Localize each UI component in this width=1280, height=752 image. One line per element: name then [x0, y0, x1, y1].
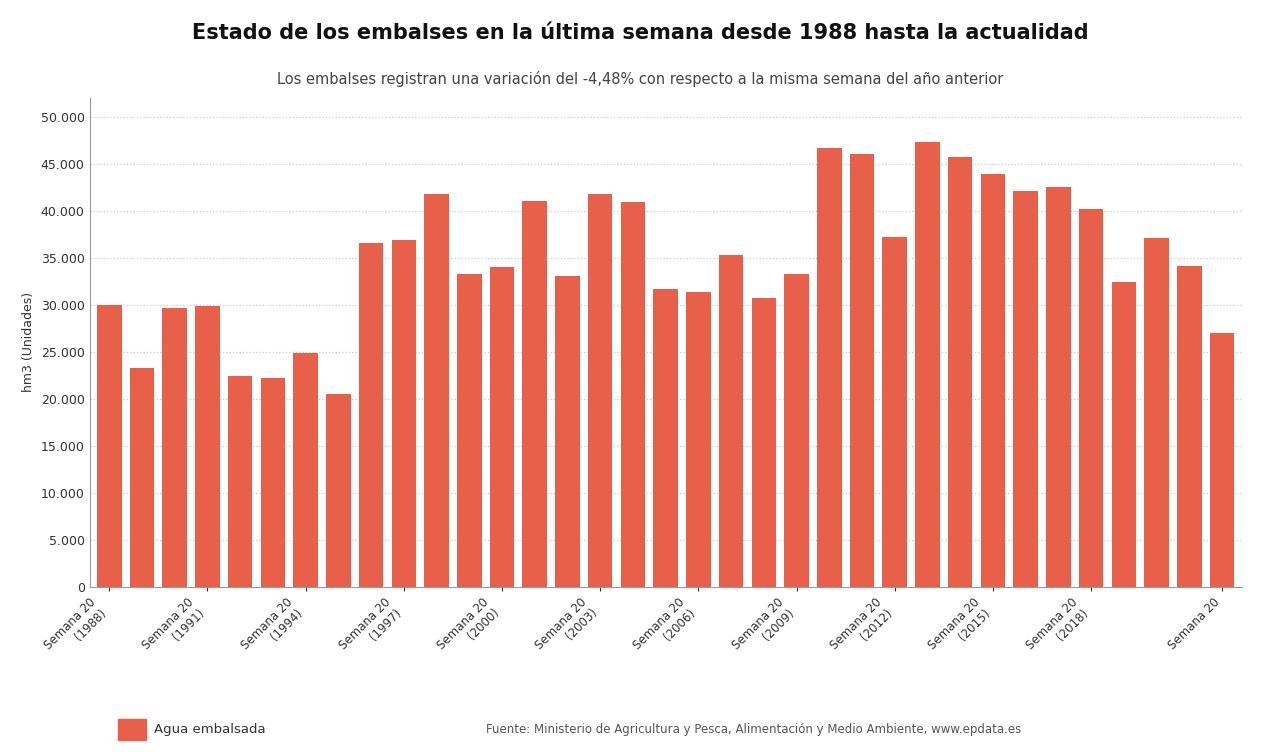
- Bar: [751, 298, 776, 587]
- Bar: [490, 267, 515, 587]
- Y-axis label: hm3 (Unidades): hm3 (Unidades): [22, 292, 35, 393]
- Bar: [719, 255, 744, 587]
- Bar: [817, 147, 841, 587]
- Bar: [653, 289, 678, 587]
- Text: Estado de los embalses en la última semana desde 1988 hasta la actualidad: Estado de los embalses en la última sema…: [192, 23, 1088, 43]
- Bar: [163, 308, 187, 587]
- Bar: [1144, 238, 1169, 587]
- Bar: [980, 174, 1005, 587]
- Bar: [293, 353, 317, 587]
- Bar: [1079, 208, 1103, 587]
- Bar: [1014, 191, 1038, 587]
- Bar: [228, 376, 252, 587]
- Text: Fuente: Ministerio de Agricultura y Pesca, Alimentación y Medio Ambiente, www.ep: Fuente: Ministerio de Agricultura y Pesc…: [486, 723, 1021, 736]
- Bar: [588, 193, 612, 587]
- Bar: [392, 240, 416, 587]
- Bar: [1111, 282, 1137, 587]
- Bar: [1210, 332, 1234, 587]
- Bar: [129, 368, 154, 587]
- Bar: [326, 394, 351, 587]
- Bar: [358, 244, 383, 587]
- Bar: [915, 142, 940, 587]
- Bar: [522, 201, 547, 587]
- Bar: [850, 154, 874, 587]
- Bar: [457, 274, 481, 587]
- Bar: [195, 307, 220, 587]
- Bar: [556, 277, 580, 587]
- Text: Agua embalsada: Agua embalsada: [154, 723, 265, 736]
- Bar: [948, 157, 973, 587]
- Bar: [621, 202, 645, 587]
- Bar: [686, 293, 710, 587]
- Text: Los embalses registran una variación del -4,48% con respecto a la misma semana d: Los embalses registran una variación del…: [276, 71, 1004, 87]
- Bar: [882, 237, 908, 587]
- Bar: [1046, 187, 1070, 587]
- Bar: [785, 274, 809, 587]
- Bar: [261, 378, 285, 587]
- Bar: [1178, 266, 1202, 587]
- Bar: [424, 193, 449, 587]
- Bar: [97, 305, 122, 587]
